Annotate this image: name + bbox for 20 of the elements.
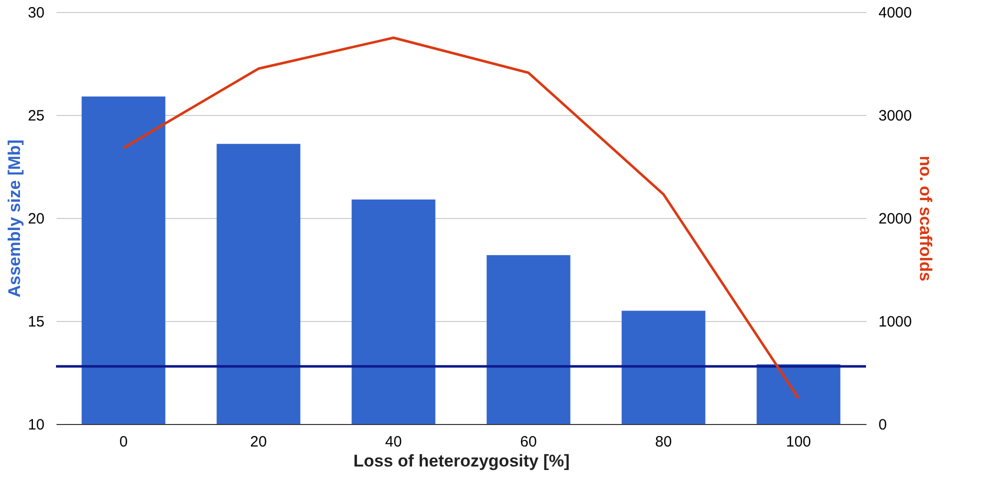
y-axis-title: Assembly size [Mb] <box>4 140 24 298</box>
x-tick-label: 80 <box>655 434 672 450</box>
x-axis-title: Loss of heterozygosity [%] <box>353 452 570 470</box>
x-tick-label: 20 <box>250 434 267 450</box>
y-tick-label: 30 <box>28 4 44 22</box>
y2-axis-title: no. of scaffolds <box>916 156 935 282</box>
x-tick-label: 40 <box>385 434 402 450</box>
line-series <box>122 36 800 400</box>
x-tick-label: 100 <box>786 434 812 450</box>
y-tick-label: 10 <box>28 416 44 434</box>
x-tick-label: 60 <box>520 434 537 450</box>
y2-tick-label: 4000 <box>878 4 912 22</box>
x-tick-label: 0 <box>119 434 128 450</box>
y2-tick-label: 0 <box>878 416 887 434</box>
y2-tick-label: 1000 <box>878 314 912 330</box>
y-tick-label: 20 <box>28 210 44 228</box>
y-tick-label: 15 <box>28 314 44 330</box>
y2-tick-label: 3000 <box>878 108 912 124</box>
y-tick-label: 25 <box>28 108 44 124</box>
y2-tick-label: 2000 <box>878 210 912 228</box>
